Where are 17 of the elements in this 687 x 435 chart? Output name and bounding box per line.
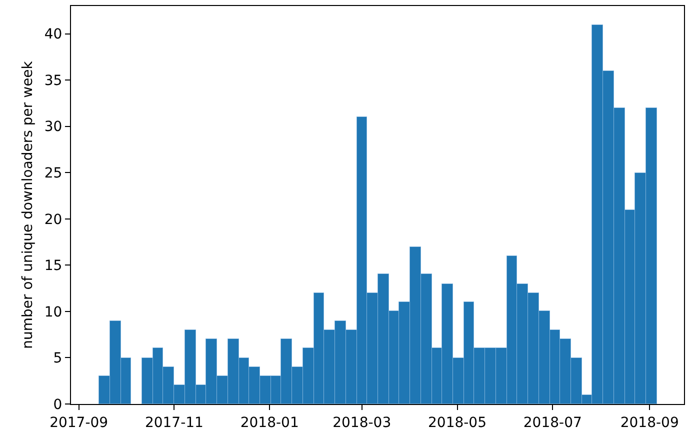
y-tick-label: 10: [44, 304, 62, 320]
y-tick-label: 0: [53, 396, 62, 413]
x-tick-label: 2018-09: [620, 414, 679, 431]
y-tick-label: 30: [44, 119, 62, 136]
y-tick-label: 35: [44, 72, 62, 89]
x-tick-label: 2017-09: [50, 414, 108, 431]
x-tick-label: 2017-11: [144, 414, 204, 431]
y-tick-label: 15: [44, 258, 62, 274]
x-tick-label: 2018-01: [240, 414, 299, 431]
x-tick-label: 2018-07: [523, 414, 582, 431]
y-tick-label: 40: [44, 26, 62, 43]
x-tick-label: 2018-05: [428, 414, 486, 431]
y-tick-label: 5: [53, 350, 62, 367]
y-axis-title: number of unique downloaders per week: [20, 60, 36, 349]
x-tick-label: 2018-03: [332, 414, 392, 431]
y-tick-label: 25: [44, 166, 62, 182]
y-tick-label: 20: [44, 212, 62, 228]
